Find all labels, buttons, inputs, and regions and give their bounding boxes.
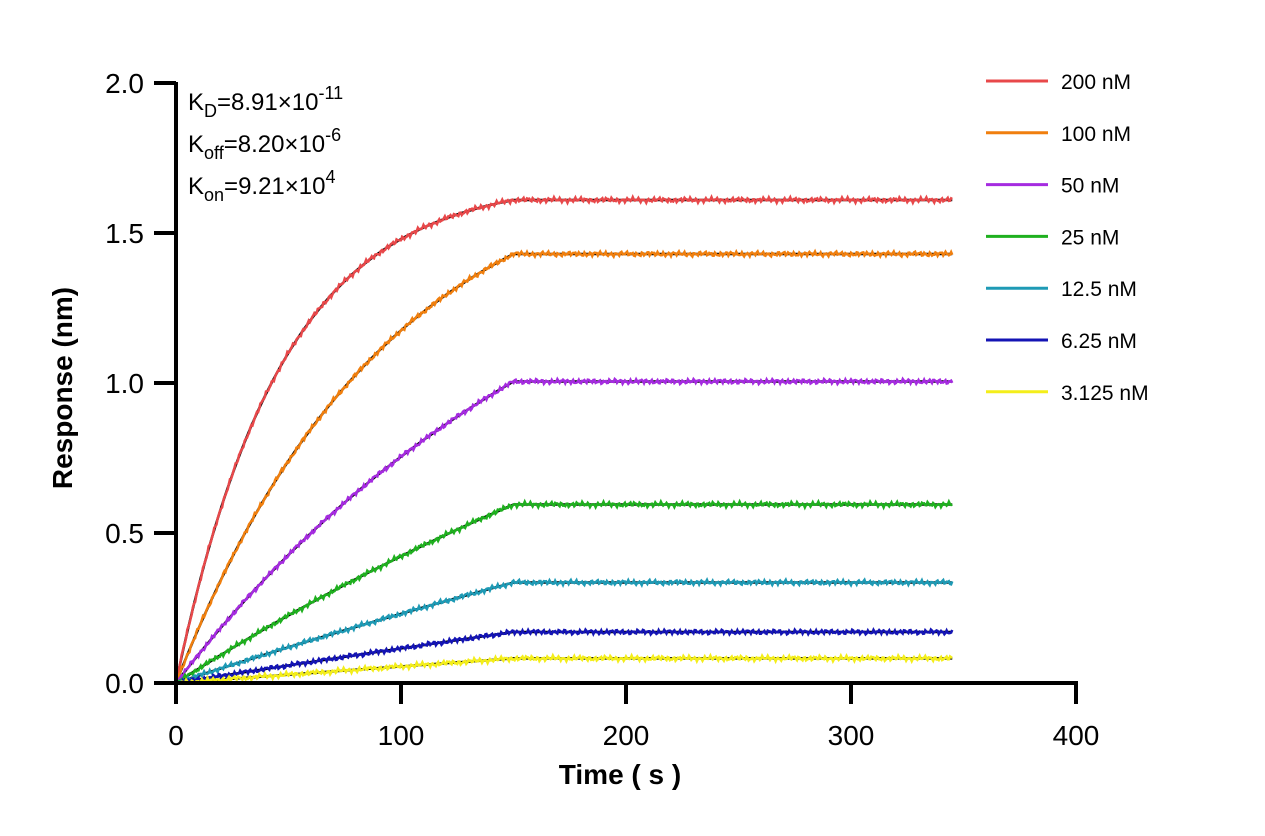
- legend-entry: 25 nM: [986, 226, 1119, 249]
- kinetic-constant: KD=8.91×10-11: [188, 83, 343, 121]
- y-tick-label: 1.0: [105, 368, 144, 399]
- series-line: [175, 577, 954, 685]
- y-tick-label: 2.0: [105, 68, 144, 99]
- fit-line: [174, 198, 953, 684]
- series-line: [174, 194, 953, 684]
- x-ticks: 0 100 200 300 400: [168, 683, 1099, 751]
- legend-entry: 100 nM: [986, 123, 1131, 146]
- kinetic-constant: Koff=8.20×10-6: [188, 125, 341, 163]
- x-tick-label: 200: [603, 720, 650, 751]
- legend-label: 50 nM: [1061, 175, 1119, 198]
- y-tick-label: 0.5: [105, 518, 144, 549]
- series-line: [174, 248, 954, 684]
- legend-label: 12.5 nM: [1061, 278, 1137, 301]
- y-axis-title: Response (nm): [47, 287, 78, 489]
- y-ticks: 0.0 0.5 1.0 1.5 2.0: [105, 68, 176, 699]
- x-tick-label: 100: [378, 720, 425, 751]
- kinetic-constants: KD=8.91×10-11 Koff=8.20×10-6 Kon=9.21×104: [188, 83, 343, 205]
- y-tick-label: 0.0: [105, 668, 144, 699]
- series-line: [175, 652, 953, 686]
- legend: 200 nM 100 nM 50 nM 25 nM 12.5 nM 6.25 nM 3.12…: [986, 71, 1149, 405]
- data-curves: [174, 194, 954, 686]
- legend-entry: 50 nM: [986, 175, 1119, 198]
- x-axis-title: Time ( s ): [559, 759, 681, 790]
- x-tick-label: 0: [168, 720, 184, 751]
- legend-entry: 200 nM: [986, 71, 1131, 94]
- legend-entry: 6.25 nM: [986, 330, 1137, 353]
- fit-line: [174, 252, 953, 684]
- series-line: [175, 627, 954, 685]
- legend-label: 200 nM: [1061, 71, 1131, 94]
- fit-curves: [174, 198, 953, 685]
- fit-line: [175, 380, 953, 684]
- legend-label: 3.125 nM: [1061, 382, 1149, 405]
- legend-entry: 12.5 nM: [986, 278, 1137, 301]
- series-line: [175, 376, 954, 684]
- legend-label: 25 nM: [1061, 226, 1119, 249]
- legend-entry: 3.125 nM: [986, 382, 1149, 405]
- y-tick-label: 1.5: [105, 218, 144, 249]
- x-tick-label: 300: [828, 720, 875, 751]
- series-line: [175, 498, 953, 685]
- legend-label: 6.25 nM: [1061, 330, 1137, 353]
- x-tick-label: 400: [1053, 720, 1100, 751]
- legend-label: 100 nM: [1061, 123, 1131, 146]
- kinetic-constant: Kon=9.21×104: [188, 167, 336, 205]
